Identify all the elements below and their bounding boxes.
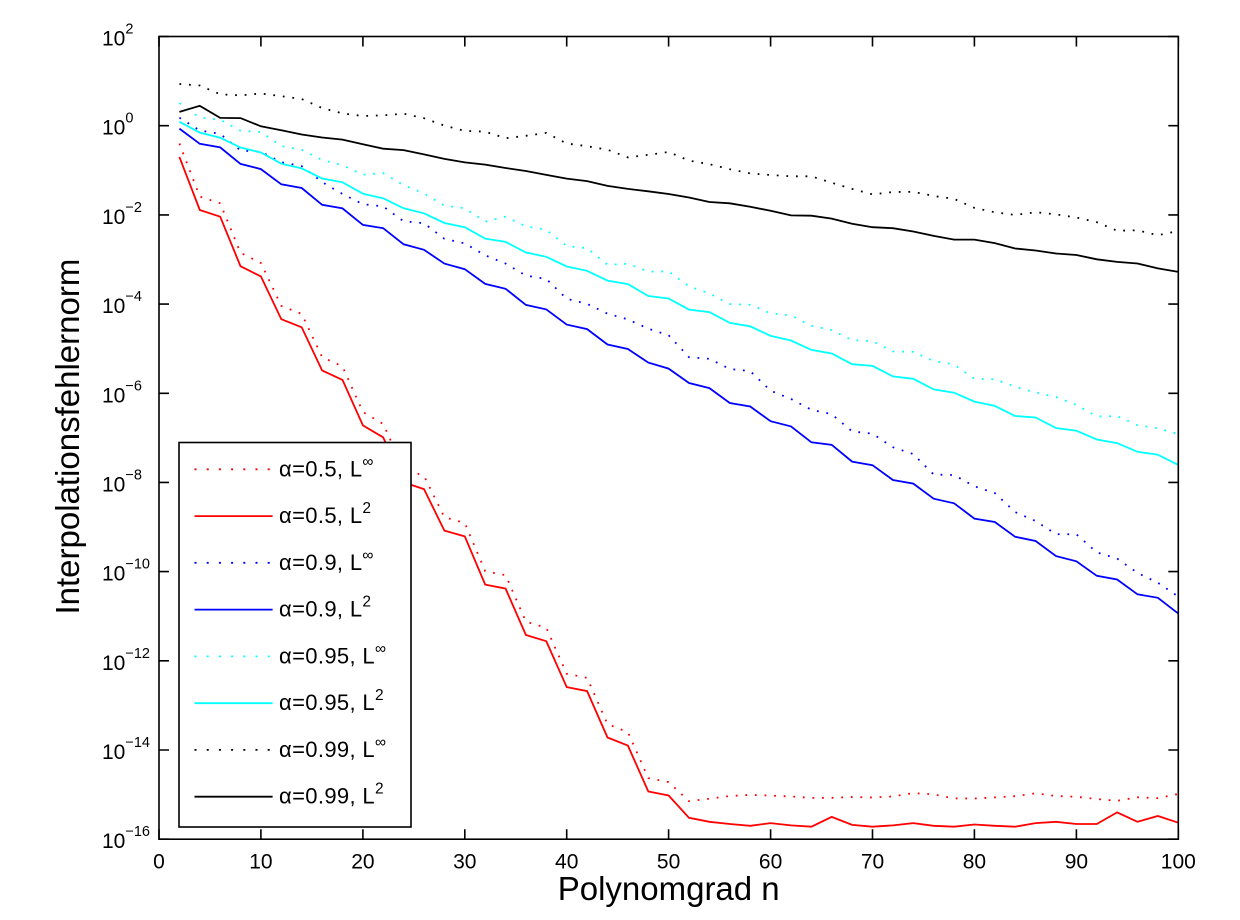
svg-text:α=0.9, L∞: α=0.9, L∞ bbox=[279, 547, 374, 575]
svg-text:80: 80 bbox=[963, 851, 986, 874]
svg-text:40: 40 bbox=[555, 851, 578, 874]
svg-text:Polynomgrad n: Polynomgrad n bbox=[558, 870, 780, 907]
svg-text:α=0.5, L∞: α=0.5, L∞ bbox=[279, 453, 374, 481]
svg-text:20: 20 bbox=[351, 851, 374, 874]
svg-text:90: 90 bbox=[1065, 851, 1088, 874]
svg-text:Interpolationsfehlernorm: Interpolationsfehlernorm bbox=[49, 259, 86, 615]
svg-text:100: 100 bbox=[1161, 851, 1196, 874]
svg-text:70: 70 bbox=[861, 851, 884, 874]
svg-text:10: 10 bbox=[249, 851, 272, 874]
svg-text:α=0.9, L2: α=0.9, L2 bbox=[279, 594, 371, 622]
svg-text:α=0.5, L2: α=0.5, L2 bbox=[279, 500, 371, 528]
svg-text:50: 50 bbox=[657, 851, 680, 874]
svg-text:0: 0 bbox=[153, 851, 165, 874]
svg-text:α=0.95, L∞: α=0.95, L∞ bbox=[279, 640, 386, 668]
svg-text:60: 60 bbox=[759, 851, 782, 874]
svg-text:α=0.95, L2: α=0.95, L2 bbox=[279, 687, 384, 715]
svg-text:30: 30 bbox=[453, 851, 476, 874]
svg-text:α=0.99, L2: α=0.99, L2 bbox=[279, 781, 384, 809]
svg-text:α=0.99, L∞: α=0.99, L∞ bbox=[279, 734, 386, 762]
